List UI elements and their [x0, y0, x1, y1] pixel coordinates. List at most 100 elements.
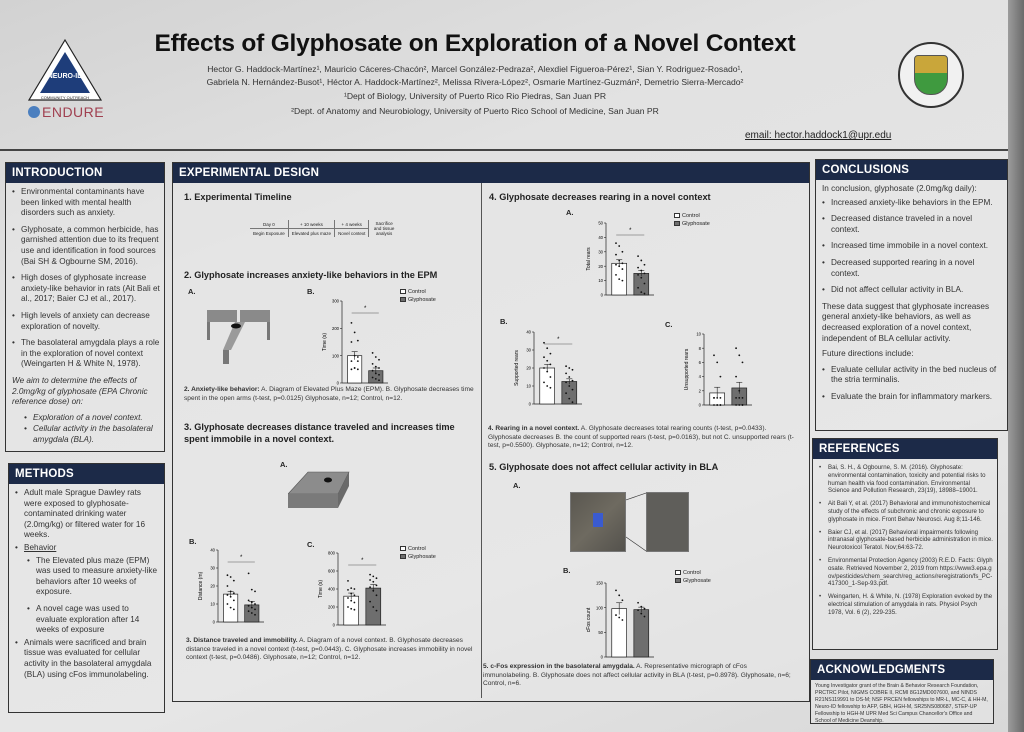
data-point	[621, 599, 624, 602]
list-item: Glyphosate, a common herbicide, has garn…	[12, 225, 160, 267]
data-point	[232, 592, 235, 595]
data-point	[640, 605, 643, 608]
data-point	[549, 352, 552, 355]
data-point	[371, 376, 374, 379]
legend-glyphosate: Glyphosate	[408, 297, 436, 303]
poster-title: Effects of Glyphosate on Exploration of …	[154, 30, 796, 57]
list-item: The Elevated plus maze (EPM) was used to…	[27, 556, 160, 598]
column-divider	[481, 183, 482, 698]
cfos-chart: cFos count 0 50 100 150	[584, 578, 656, 660]
section-title: CONCLUSIONS	[816, 160, 1007, 180]
epm-time-chart: Time (s) 0 100 200 300 *	[320, 296, 390, 386]
data-point	[347, 580, 349, 582]
data-point	[369, 579, 371, 581]
significance-marker: *	[361, 558, 364, 564]
data-point	[615, 242, 617, 245]
data-point	[543, 356, 545, 359]
data-point	[637, 255, 639, 258]
data-point	[735, 347, 737, 350]
list-item: Evaluate the brain for inflammatory mark…	[822, 392, 1003, 403]
data-point	[618, 278, 621, 281]
y-tick-label: 10	[526, 384, 531, 389]
data-point	[347, 589, 349, 591]
data-point	[369, 586, 371, 589]
y-tick-label: 10	[696, 332, 701, 337]
figure-caption: 2. Anxiety-like behavior: A. Diagram of …	[184, 386, 474, 403]
data-point	[741, 397, 744, 399]
data-point	[643, 292, 646, 295]
list-item: Decreased supported rearing in a novel c…	[822, 258, 1003, 279]
y-tick-label: 4	[699, 374, 702, 379]
data-point	[637, 609, 639, 612]
reference-item: Weingarten, H. & White, N. (1978) Explor…	[819, 593, 993, 616]
y-tick-label: 800	[328, 551, 336, 556]
data-point	[640, 276, 643, 279]
y-axis-label: Supported rears	[514, 350, 520, 386]
data-point	[741, 404, 744, 406]
data-point	[247, 604, 250, 607]
introduction-list: Environmental contaminants have been lin…	[6, 187, 164, 370]
data-point	[375, 584, 378, 587]
data-point	[232, 608, 235, 611]
chart-legend: Control Glyphosate	[675, 569, 711, 585]
data-point	[543, 341, 545, 344]
data-point	[378, 367, 380, 369]
data-point	[621, 619, 624, 621]
list-item: Evaluate cellular activity in the bed nu…	[822, 365, 1003, 386]
data-point	[568, 385, 571, 387]
data-point	[350, 592, 353, 595]
data-point	[356, 356, 359, 358]
data-point	[250, 606, 253, 609]
data-point	[615, 273, 617, 276]
significance-marker: *	[629, 228, 632, 234]
data-point	[371, 362, 374, 365]
bar-chart-svg: Distance (m) 0 10 20 30 40 *	[198, 548, 264, 625]
panel-label: B.	[500, 317, 508, 326]
endure-text: ENDURE	[42, 104, 105, 120]
section-title: ACKNOWLEDGMENTS	[811, 660, 993, 680]
data-point	[571, 401, 574, 404]
y-tick-label: 0	[601, 293, 604, 298]
future-directions-label: Future directions include:	[822, 349, 914, 359]
data-point	[571, 379, 574, 382]
bla-region-marker	[593, 513, 603, 527]
data-point	[568, 367, 571, 369]
list-item: Increased time immobile in a novel conte…	[822, 241, 1003, 252]
data-point	[353, 601, 356, 604]
contact-email[interactable]: email: hector.haddock1@upr.edu	[745, 130, 892, 141]
data-point	[546, 385, 549, 387]
data-point	[568, 397, 571, 400]
significance-marker: *	[364, 306, 367, 312]
chart-legend: Control Glyphosate	[400, 545, 436, 561]
y-tick-label: 10	[210, 602, 215, 607]
bar-chart-svg: Time (s) 0 200 400 600 800 *	[318, 551, 386, 628]
y-tick-label: 0	[529, 402, 532, 407]
data-point	[247, 610, 250, 613]
poster-header: Effects of Glyphosate on Exploration of …	[130, 30, 820, 119]
data-point	[618, 245, 621, 247]
data-point	[254, 603, 256, 605]
timeline-cell: + 10 weeks	[288, 220, 336, 229]
data-point	[640, 291, 643, 294]
endure-logo: ENDURE	[28, 104, 104, 120]
experimental-timeline: Day 0 + 10 weeks + 4 weeks Sacrifice and ti…	[250, 220, 399, 237]
subsection-title: 3. Glyphosate decreases distance travele…	[184, 422, 455, 444]
y-axis-label: Time (s)	[318, 580, 324, 598]
caption-title: 3. Distance traveled and immobility.	[186, 637, 298, 644]
data-point	[735, 375, 737, 378]
timeline-cell: Elevated plus maze	[288, 228, 336, 237]
micrograph-image	[570, 492, 626, 552]
data-point	[347, 606, 349, 608]
chart-legend: Control Glyphosate	[674, 212, 710, 228]
list-item: High levels of anxiety can decrease expl…	[12, 311, 160, 332]
y-axis-label: Total rears	[586, 247, 592, 271]
data-point	[378, 358, 380, 361]
data-point	[716, 361, 719, 364]
caption-title: 4. Rearing in a novel context.	[488, 425, 580, 432]
panel-label: A.	[280, 460, 288, 469]
acknowledgments-text: Young Investigator grant of the Brain & …	[815, 683, 988, 724]
section-title: REFERENCES	[813, 439, 997, 459]
list-item: Adult male Sprague Dawley rats were expo…	[15, 488, 160, 541]
y-axis-label: Distance (m)	[198, 571, 204, 600]
